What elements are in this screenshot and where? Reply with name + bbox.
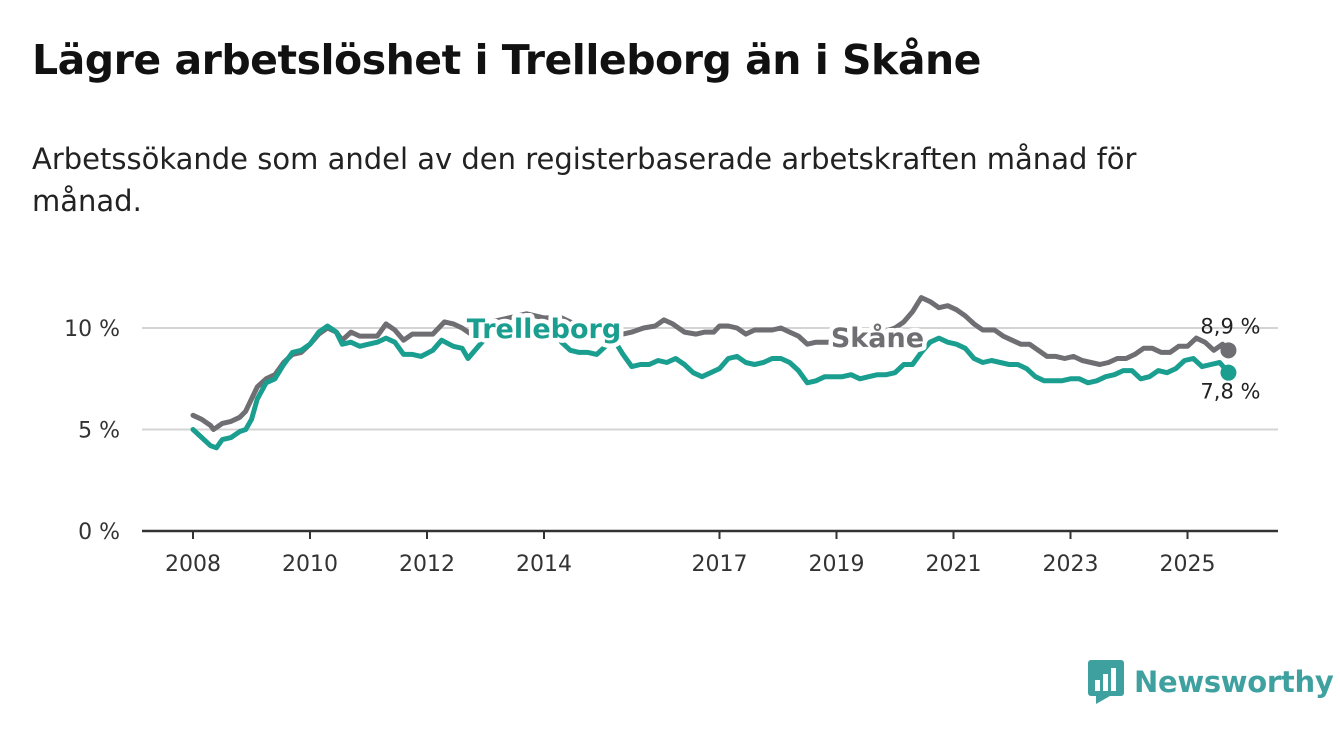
- x-tick-label: 2019: [809, 552, 865, 577]
- x-tick-label: 2017: [692, 552, 748, 577]
- series-line-skne: [190, 295, 1231, 432]
- series-end-label: 7,8 %: [1200, 380, 1260, 404]
- y-tick-label: 0 %: [78, 520, 120, 545]
- x-tick-label: 2008: [165, 552, 221, 577]
- series-layer: [190, 295, 1237, 451]
- series-end-marker: [1220, 364, 1237, 381]
- x-tick-label: 2021: [926, 552, 982, 577]
- y-tick-label: 10 %: [64, 317, 120, 342]
- series-end-marker: [1220, 342, 1237, 359]
- y-tick-label: 5 %: [78, 419, 120, 444]
- axis-layer: 0 % 5 % 10 % 2008 2010 2012 2014 2017 2019 2021 20…: [64, 317, 1278, 577]
- brand-name: Newsworthy: [1134, 665, 1334, 699]
- series-name-label: Trelleborg: [467, 314, 621, 345]
- x-tick-label: 2014: [516, 552, 572, 577]
- chart-subtitle: Arbetssökande som andel av den registerb…: [32, 142, 1137, 218]
- newsworthy-bar-chart-icon: [1088, 660, 1124, 704]
- line-chart: 0 % 5 % 10 % 2008 2010 2012 2014 2017 2019 2021 20…: [64, 295, 1278, 577]
- newsworthy-logo[interactable]: Newsworthy: [1088, 660, 1334, 704]
- x-tick-label: 2025: [1160, 552, 1216, 577]
- x-tick-label: 2010: [282, 552, 338, 577]
- series-end-label: 8,9 %: [1200, 314, 1260, 338]
- series-name-label: Skåne: [831, 322, 924, 354]
- chart-title: Lägre arbetslöshet i Trelleborg än i Skå…: [32, 36, 982, 84]
- x-tick-label: 2012: [399, 552, 455, 577]
- x-tick-label: 2023: [1043, 552, 1099, 577]
- label-layer: 8,9 % 7,8 % Skåne Trelleborg: [462, 310, 1260, 404]
- series-line-trelleborg: [190, 323, 1231, 451]
